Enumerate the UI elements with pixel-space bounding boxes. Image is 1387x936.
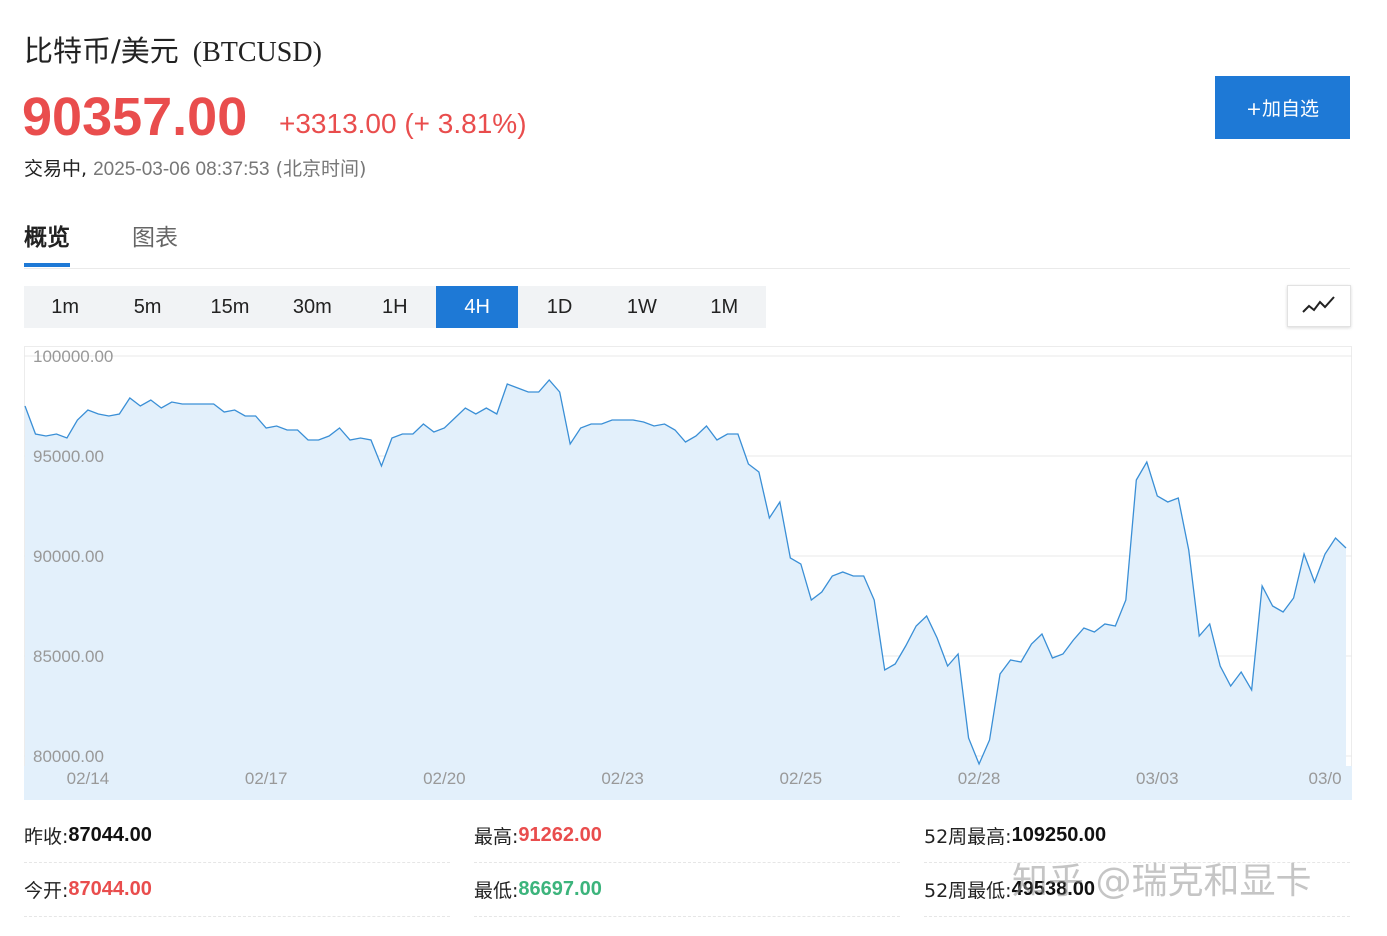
price-area <box>25 380 1346 766</box>
price-change: +3313.00 (+ 3.81%) <box>279 108 527 139</box>
y-tick-label: 95000.00 <box>33 447 104 466</box>
x-tick-label: 02/25 <box>780 769 823 788</box>
x-tick-label: 02/17 <box>245 769 288 788</box>
stat-open-value: 87044.00 <box>68 877 152 900</box>
title-name: 比特币/美元 <box>24 34 179 68</box>
period-1mo[interactable]: 1M <box>710 295 739 318</box>
period-1d[interactable]: 1D <box>546 295 573 318</box>
status-label: 交易中, <box>24 158 88 180</box>
stat-prev-close: 昨收: 87044.00 <box>24 808 450 863</box>
page-title: 比特币/美元 (BTCUSD) <box>24 28 322 70</box>
price-line <box>24 379 1347 766</box>
x-tick-label: 02/14 <box>67 769 110 788</box>
y-tick-label: 80000.00 <box>33 747 104 766</box>
status-timestamp: 2025-03-06 08:37:53 <box>93 159 270 180</box>
tab-chart[interactable]: 图表 <box>132 225 178 251</box>
period-4h[interactable]: 4H <box>435 286 519 328</box>
stat-52wk-high: 52周最高: 109250.00 <box>924 808 1350 863</box>
stat-open-label: 今开: <box>24 879 69 902</box>
stat-prev-close-value: 87044.00 <box>68 823 152 846</box>
stat-high: 最高: 91262.00 <box>474 808 900 863</box>
tab-overview[interactable]: 概览 <box>24 218 70 267</box>
y-tick-label: 90000.00 <box>33 547 104 566</box>
title-symbol: (BTCUSD) <box>192 37 322 68</box>
line-chart-icon <box>1302 296 1335 313</box>
add-watchlist-button[interactable]: +加自选 <box>1215 76 1350 139</box>
stat-high-label: 最高: <box>474 825 519 848</box>
y-tick-label: 85000.00 <box>33 647 104 666</box>
stat-52wk-low: 52周最低: 49538.00 <box>924 862 1350 917</box>
current-price: 90357.00 <box>22 87 248 147</box>
y-tick-label: 100000.00 <box>33 347 113 366</box>
stat-52wk-high-label: 52周最高: <box>924 825 1012 848</box>
x-tick-label: 02/28 <box>958 769 1001 788</box>
x-tick-label: 03/0 <box>1308 769 1341 788</box>
stat-low-value: 86697.00 <box>518 877 602 900</box>
price-chart-svg: 100000.00 95000.00 90000.00 85000.00 80000.0… <box>24 346 1352 800</box>
period-5m[interactable]: 5m <box>133 295 162 318</box>
period-1m[interactable]: 1m <box>51 295 80 318</box>
stat-open: 今开: 87044.00 <box>24 862 450 917</box>
x-tick-label: 02/23 <box>601 769 644 788</box>
period-1h[interactable]: 1H <box>381 295 408 318</box>
stat-prev-close-label: 昨收: <box>24 825 69 848</box>
price-chart[interactable]: 100000.00 95000.00 90000.00 85000.00 80000.0… <box>24 346 1352 800</box>
tab-bar: 概览 图表 <box>24 214 1350 269</box>
watermark: 知乎 @瑞克和显卡 <box>1012 861 1312 902</box>
stat-52wk-low-label: 52周最低: <box>924 879 1012 902</box>
stat-low: 最低: 86697.00 <box>474 862 900 917</box>
x-tick-label: 02/20 <box>423 769 466 788</box>
chart-type-toggle[interactable] <box>1287 285 1351 327</box>
period-15m[interactable]: 15m <box>210 295 250 318</box>
stat-52wk-high-value: 109250.00 <box>1011 823 1107 846</box>
trading-status: 交易中, 2025-03-06 08:37:53 (北京时间) <box>24 154 366 181</box>
chart-axis-band <box>24 766 1352 800</box>
stat-52wk-low-value: 49538.00 <box>1011 877 1096 900</box>
stat-low-label: 最低: <box>474 879 519 902</box>
x-tick-label: 03/03 <box>1136 769 1179 788</box>
period-selector: 1m 5m 15m 30m 1H 4H 1D 1W 1M <box>24 286 766 328</box>
stat-high-value: 91262.00 <box>518 823 602 846</box>
stats-panel: 昨收: 87044.00 今开: 87044.00 最高: 91262.00 最… <box>24 808 1350 928</box>
period-30m[interactable]: 30m <box>292 295 332 318</box>
status-timezone: (北京时间) <box>275 158 367 180</box>
period-1w[interactable]: 1W <box>626 295 657 318</box>
